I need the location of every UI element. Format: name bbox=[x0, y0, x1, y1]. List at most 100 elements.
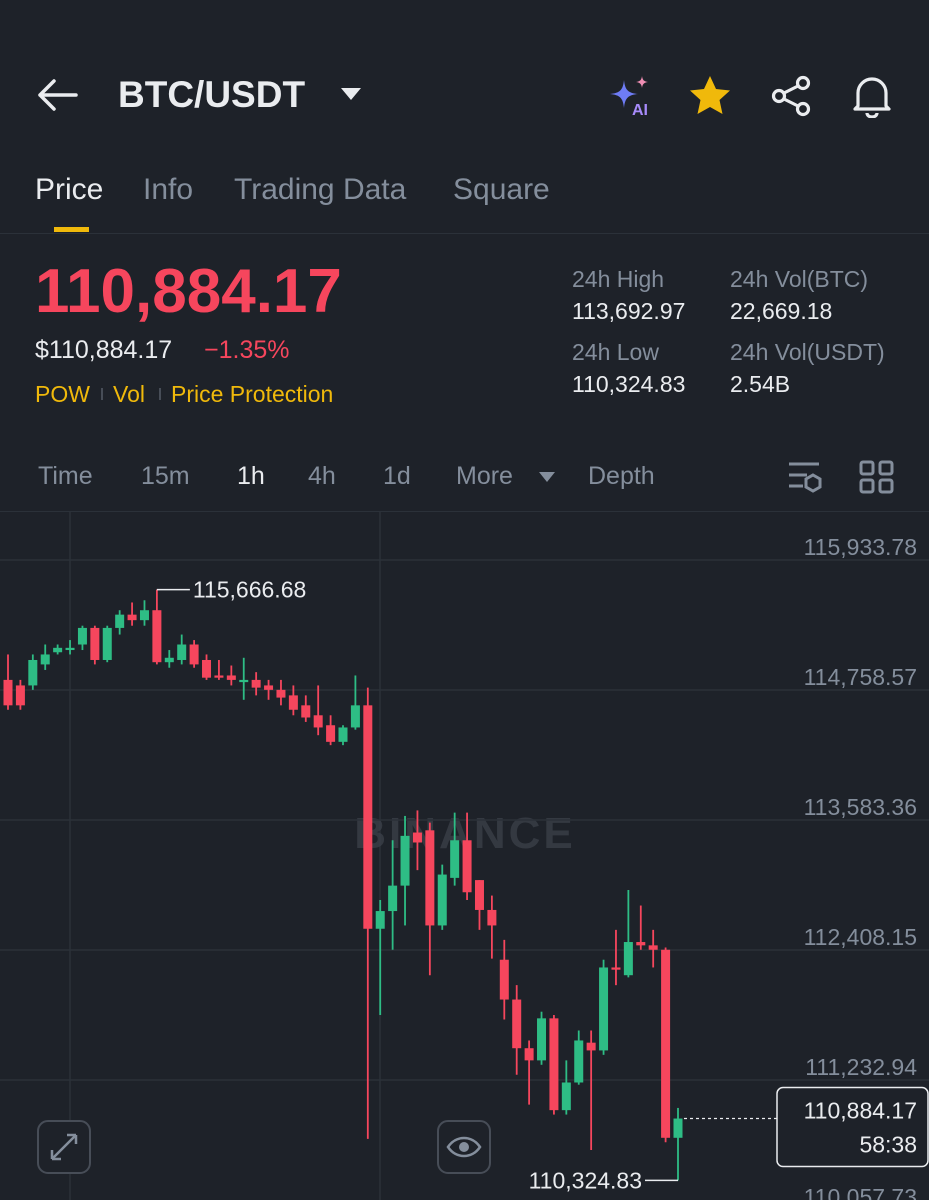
alert-button[interactable] bbox=[850, 72, 894, 118]
candle-body bbox=[512, 999, 522, 1049]
candle-body bbox=[264, 685, 274, 690]
y-tick-label: 110,057.73 bbox=[804, 1184, 917, 1200]
interval[interactable]: More bbox=[456, 462, 513, 490]
back-button[interactable] bbox=[36, 78, 78, 112]
y-tick-label: 112,408.15 bbox=[804, 924, 917, 950]
tag[interactable]: Price Protection bbox=[171, 381, 334, 407]
candle-body bbox=[499, 959, 509, 1000]
candle-body bbox=[400, 835, 410, 886]
more-dropdown[interactable] bbox=[538, 471, 556, 483]
last-price-label: 110,884.17 bbox=[804, 1098, 917, 1124]
candlestick-chart: BINANCE 115,933.78114,758.57113,583.3611… bbox=[0, 512, 929, 1200]
candle-body bbox=[586, 1042, 596, 1051]
candle-body bbox=[437, 874, 447, 926]
candle-body bbox=[450, 840, 460, 878]
candle-body bbox=[673, 1118, 683, 1138]
low-label: 110,324.83 bbox=[529, 1167, 642, 1193]
interval[interactable]: 4h bbox=[308, 462, 336, 490]
tag[interactable]: Vol bbox=[113, 381, 145, 407]
candle-body bbox=[599, 967, 609, 1051]
candle-body bbox=[561, 1082, 571, 1111]
tag[interactable]: POW bbox=[35, 381, 90, 407]
candle-body bbox=[276, 689, 286, 698]
candle-body bbox=[77, 627, 87, 645]
stat-label: 24h Low bbox=[572, 339, 659, 365]
tab-indicator bbox=[54, 227, 89, 232]
stat-value: 113,692.97 bbox=[572, 298, 686, 324]
divider bbox=[0, 233, 929, 234]
candle-body bbox=[350, 705, 360, 728]
candle-body bbox=[375, 911, 385, 929]
candle-body bbox=[313, 715, 323, 728]
candle-body bbox=[648, 945, 658, 950]
candle-body bbox=[338, 727, 348, 742]
interval[interactable]: 1h bbox=[237, 462, 265, 490]
candle-body bbox=[611, 967, 621, 970]
candle-body bbox=[462, 840, 472, 893]
price-change: −1.35% bbox=[204, 336, 290, 364]
candle-body bbox=[301, 705, 311, 718]
candle-body bbox=[661, 949, 671, 1138]
indicator-settings[interactable] bbox=[786, 460, 824, 494]
last-price: 110,884.17 bbox=[35, 257, 342, 326]
candle-body bbox=[102, 627, 112, 660]
interval[interactable]: Depth bbox=[588, 462, 655, 490]
stat-value: 2.54B bbox=[730, 371, 791, 397]
favorite-button[interactable] bbox=[688, 74, 732, 116]
candle-body bbox=[537, 1018, 547, 1061]
candle-body bbox=[115, 614, 125, 628]
candle-body bbox=[474, 880, 484, 910]
layout-toggle[interactable] bbox=[859, 460, 895, 494]
candle-body bbox=[412, 832, 422, 843]
candle-body bbox=[251, 679, 261, 688]
candle-body bbox=[28, 659, 38, 686]
candle-body bbox=[425, 830, 435, 926]
candle-body bbox=[139, 610, 149, 621]
y-tick-label: 113,583.36 bbox=[804, 794, 917, 820]
candle-body bbox=[487, 909, 497, 926]
last-price-box bbox=[776, 1086, 929, 1168]
y-tick-label: 114,758.57 bbox=[804, 664, 917, 690]
ai-button[interactable]: AI bbox=[606, 74, 652, 118]
pair-dropdown[interactable] bbox=[340, 86, 362, 102]
candle-body bbox=[574, 1040, 584, 1083]
pair-title[interactable]: BTC/USDT bbox=[118, 74, 306, 115]
candle-body bbox=[152, 610, 162, 663]
separator bbox=[101, 388, 103, 400]
interval[interactable]: 1d bbox=[383, 462, 411, 490]
candle-body bbox=[549, 1018, 559, 1111]
candle-body bbox=[53, 647, 63, 653]
separator bbox=[159, 388, 161, 400]
svg-text:AI: AI bbox=[632, 102, 648, 118]
visibility-button[interactable] bbox=[437, 1120, 491, 1174]
candle-body bbox=[226, 675, 236, 680]
tab[interactable]: Info bbox=[143, 173, 194, 206]
stat-label: 24h Vol(USDT) bbox=[730, 339, 885, 365]
candle-body bbox=[363, 705, 373, 929]
fullscreen-button[interactable] bbox=[37, 1120, 91, 1174]
candle-body bbox=[388, 885, 398, 912]
candle-body bbox=[288, 695, 298, 710]
candle-body bbox=[623, 942, 633, 976]
candle-body bbox=[202, 659, 212, 678]
candle-body bbox=[239, 679, 249, 683]
interval[interactable]: 15m bbox=[141, 462, 190, 490]
y-tick-label: 111,232.94 bbox=[805, 1054, 917, 1080]
candle-body bbox=[3, 679, 13, 706]
candle-body bbox=[524, 1048, 534, 1061]
candle-body bbox=[189, 644, 199, 665]
candle-body bbox=[65, 647, 75, 651]
stat-value: 22,669.18 bbox=[730, 298, 833, 324]
stat-value: 110,324.83 bbox=[572, 371, 686, 397]
share-button[interactable] bbox=[770, 75, 814, 117]
candle-body bbox=[40, 654, 50, 665]
countdown: 58:38 bbox=[859, 1132, 917, 1158]
tab[interactable]: Price bbox=[35, 173, 104, 206]
tab[interactable]: Trading Data bbox=[234, 173, 407, 206]
interval[interactable]: Time bbox=[38, 462, 93, 490]
tab[interactable]: Square bbox=[453, 173, 550, 206]
divider bbox=[0, 511, 929, 512]
candle-body bbox=[127, 614, 137, 621]
candle-body bbox=[164, 657, 174, 663]
